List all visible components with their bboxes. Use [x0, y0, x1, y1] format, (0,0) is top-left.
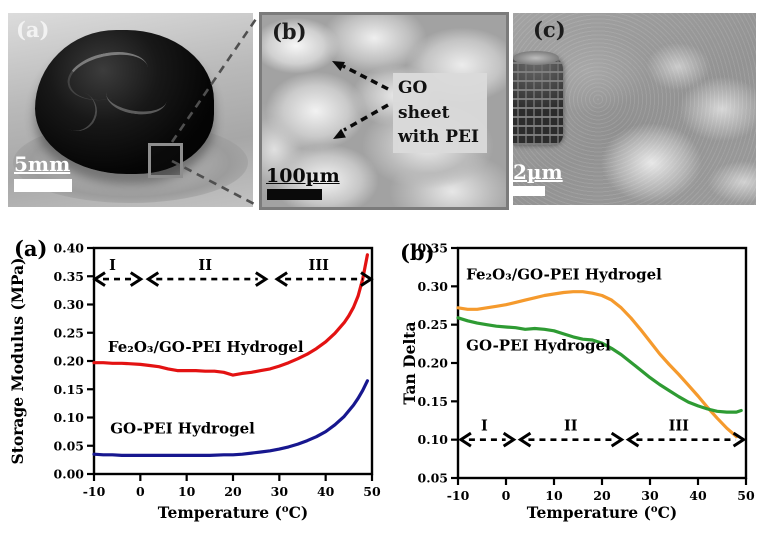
sem-panel-particles: (c) 2µm — [513, 13, 756, 205]
y-tick-label: 0.05 — [418, 471, 448, 486]
y-tick-label: 0.20 — [418, 356, 449, 371]
region-label: II — [564, 418, 578, 435]
region-arrow-head-right — [360, 271, 374, 287]
series-label: GO-PEI Hydrogel — [110, 419, 255, 437]
region-arrow-head-right — [129, 271, 144, 287]
y-tick-label: 0.25 — [54, 325, 84, 340]
x-tick-label: -10 — [83, 484, 106, 499]
series-curve — [92, 253, 369, 377]
y-tick-label: 0.20 — [54, 354, 85, 369]
go-sheet-annotation: GO sheet with PEI — [393, 73, 487, 153]
region-arrow-head-right — [255, 271, 269, 287]
series-curve — [92, 379, 369, 457]
x-tick-label: -10 — [447, 488, 470, 503]
region-arrow-head-left — [145, 271, 160, 287]
arrow-head-up-icon — [332, 61, 345, 71]
y-tick-label: 0.35 — [418, 241, 448, 256]
region-label: III — [309, 257, 330, 274]
annotation-arrows — [332, 61, 389, 139]
arrow-shaft-down — [343, 103, 389, 132]
x-tick-label: 50 — [737, 488, 755, 503]
y-tick-label: 0.35 — [54, 269, 84, 284]
x-tick-label: 0 — [136, 484, 145, 499]
mesh-inset-cap — [513, 51, 559, 65]
region-label: I — [481, 418, 488, 435]
region-arrow-head-right — [502, 431, 517, 448]
y-tick-label: 0.05 — [54, 438, 84, 453]
arrow-head-down-icon — [333, 128, 346, 139]
region-arrow-head-left — [274, 271, 288, 287]
photo-panel-hydrogel: (a) 5mm — [8, 13, 253, 207]
chart-panel-label-b: (b) — [400, 240, 435, 265]
region-label: I — [109, 257, 116, 274]
y-tick-label: 0.15 — [54, 382, 84, 397]
region-arrow-head-right — [732, 431, 747, 448]
panel-label-c: (c) — [533, 17, 566, 42]
mesh-inset — [513, 51, 563, 145]
series-label: GO-PEI Hydrogel — [466, 337, 611, 355]
scale-bar — [267, 189, 322, 200]
region-arrow-head-left — [517, 431, 532, 448]
panel-label-b: (b) — [272, 19, 307, 44]
axis-title-x: Temperature (oC) — [158, 503, 308, 522]
series-label: Fe₂O₃/GO-PEI Hydrogel — [108, 338, 304, 356]
y-tick-label: 0.40 — [54, 241, 85, 256]
x-tick-label: 10 — [178, 484, 196, 499]
x-tick-label: 10 — [545, 488, 563, 503]
y-tick-label: 0.10 — [54, 410, 85, 425]
chart-panel-label-a: (a) — [14, 236, 48, 261]
region-arrow-head-left — [625, 431, 640, 448]
y-tick-label: 0.25 — [418, 317, 448, 332]
arrow-shaft-up — [342, 64, 389, 91]
y-tick-label: 0.30 — [54, 297, 85, 312]
scale-bar-label: 100µm — [266, 165, 340, 187]
x-tick-label: 20 — [593, 488, 611, 503]
series-label: Fe₂O₃/GO-PEI Hydrogel — [466, 265, 662, 283]
panel-label-a: (a) — [16, 17, 50, 42]
x-tick-label: 30 — [641, 488, 659, 503]
y-tick-label: 0.15 — [418, 394, 448, 409]
region-label: III — [669, 418, 690, 435]
y-tick-label: 0.10 — [418, 432, 449, 447]
zoom-region-box — [148, 143, 183, 178]
series-curve — [456, 290, 738, 439]
storage-modulus-chart: -10 0 10 20 30 40 50 0.00 0.05 0.10 0.15 0.20 0.25 0.… — [8, 241, 381, 523]
sem-panel-go-sheets: (b) GO sheet with PEI 100µm — [259, 12, 509, 210]
region-arrow-head-right — [610, 431, 625, 448]
region-arrow-head-left — [458, 431, 472, 448]
x-tick-label: 40 — [317, 484, 335, 499]
y-tick-label: 0.00 — [54, 467, 85, 482]
scale-bar-label: 2µm — [513, 160, 563, 184]
axis-title-y: Storage Modulus (MPa) — [8, 258, 27, 465]
x-tick-label: 50 — [363, 484, 381, 499]
axis-title-x: Temperature (oC) — [527, 503, 677, 522]
series-curve — [456, 316, 743, 414]
gloss-highlight — [104, 75, 170, 118]
scale-bar — [513, 186, 545, 196]
scale-bar — [14, 179, 72, 192]
x-tick-label: 20 — [224, 484, 242, 499]
x-tick-label: 40 — [689, 488, 707, 503]
scale-bar-label: 5mm — [14, 152, 71, 176]
x-tick-label: 0 — [502, 488, 511, 503]
y-tick-label: 0.30 — [418, 279, 449, 294]
region-arrow-head-left — [92, 271, 106, 287]
x-tick-label: 30 — [271, 484, 289, 499]
axis-title-y: Tan Delta — [400, 321, 419, 404]
region-label: II — [198, 257, 212, 274]
tan-delta-chart: -10 0 10 20 30 40 50 0.05 0.10 0.15 0.20 0.25 0.30 0.… — [400, 241, 755, 523]
